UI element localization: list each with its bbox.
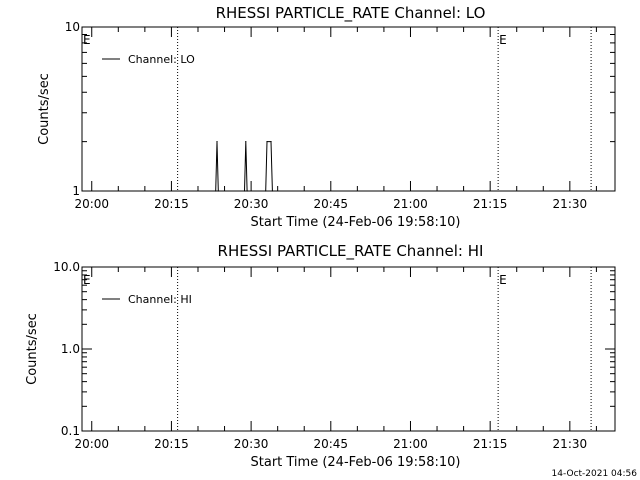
x-tick-label: 21:00 — [393, 197, 428, 211]
y-tick-label: 0.1 — [61, 424, 80, 438]
y-tick-label: 10 — [65, 20, 80, 34]
legend-entry: Channel: LO — [128, 53, 195, 66]
x-tick-label: 20:45 — [313, 437, 348, 451]
data-point — [215, 190, 217, 192]
x-axis-label: Start Time (24-Feb-06 19:58:10) — [251, 215, 461, 230]
data-point — [245, 141, 247, 143]
x-tick-label: 20:00 — [74, 197, 109, 211]
x-tick-label: 20:30 — [234, 437, 269, 451]
x-tick-label: 20:15 — [154, 197, 189, 211]
data-point — [266, 141, 268, 143]
x-tick-label: 21:15 — [473, 437, 508, 451]
data-point — [217, 190, 219, 192]
x-tick-label: 21:30 — [553, 437, 588, 451]
x-tick-label: 20:30 — [234, 197, 269, 211]
data-point — [265, 190, 267, 192]
x-tick-label: 20:15 — [154, 437, 189, 451]
start-event-label: E — [83, 33, 91, 47]
x-tick-label: 20:45 — [313, 197, 348, 211]
x-tick-label: 21:30 — [553, 197, 588, 211]
chart-title: RHESSI PARTICLE_RATE Channel: HI — [218, 242, 484, 261]
y-tick-label: 1.0 — [61, 342, 80, 356]
chart-title: RHESSI PARTICLE_RATE Channel: LO — [216, 4, 486, 23]
legend-entry: Channel: HI — [128, 293, 192, 306]
y-axis-label: Counts/sec — [25, 313, 40, 385]
event-label: E — [499, 33, 507, 47]
event-label: E — [499, 273, 507, 287]
hi-channel-panel: RHESSI PARTICLE_RATE Channel: HI 0.1 1.0 10… — [25, 242, 616, 470]
data-point — [216, 141, 218, 143]
x-tick-label: 21:00 — [393, 437, 428, 451]
footer-timestamp: 14-Oct-2021 04:56 — [552, 469, 638, 479]
data-point — [243, 190, 246, 192]
x-tick-label: 21:15 — [473, 197, 508, 211]
y-axis-label: Counts/sec — [37, 73, 52, 145]
y-tick-label: 1 — [72, 184, 80, 198]
data-point — [246, 190, 248, 192]
x-tick-label: 20:00 — [74, 437, 109, 451]
data-point — [271, 190, 273, 192]
plot-frame — [81, 266, 616, 432]
series-line — [215, 141, 273, 192]
x-axis-label: Start Time (24-Feb-06 19:58:10) — [251, 455, 461, 470]
data-point — [270, 141, 272, 143]
lo-channel-panel: RHESSI PARTICLE_RATE Channel: LO 1 10 20:00… — [37, 4, 616, 230]
y-tick-label: 10.0 — [53, 260, 80, 274]
plot-frame — [81, 26, 616, 192]
start-event-label: E — [83, 273, 91, 287]
